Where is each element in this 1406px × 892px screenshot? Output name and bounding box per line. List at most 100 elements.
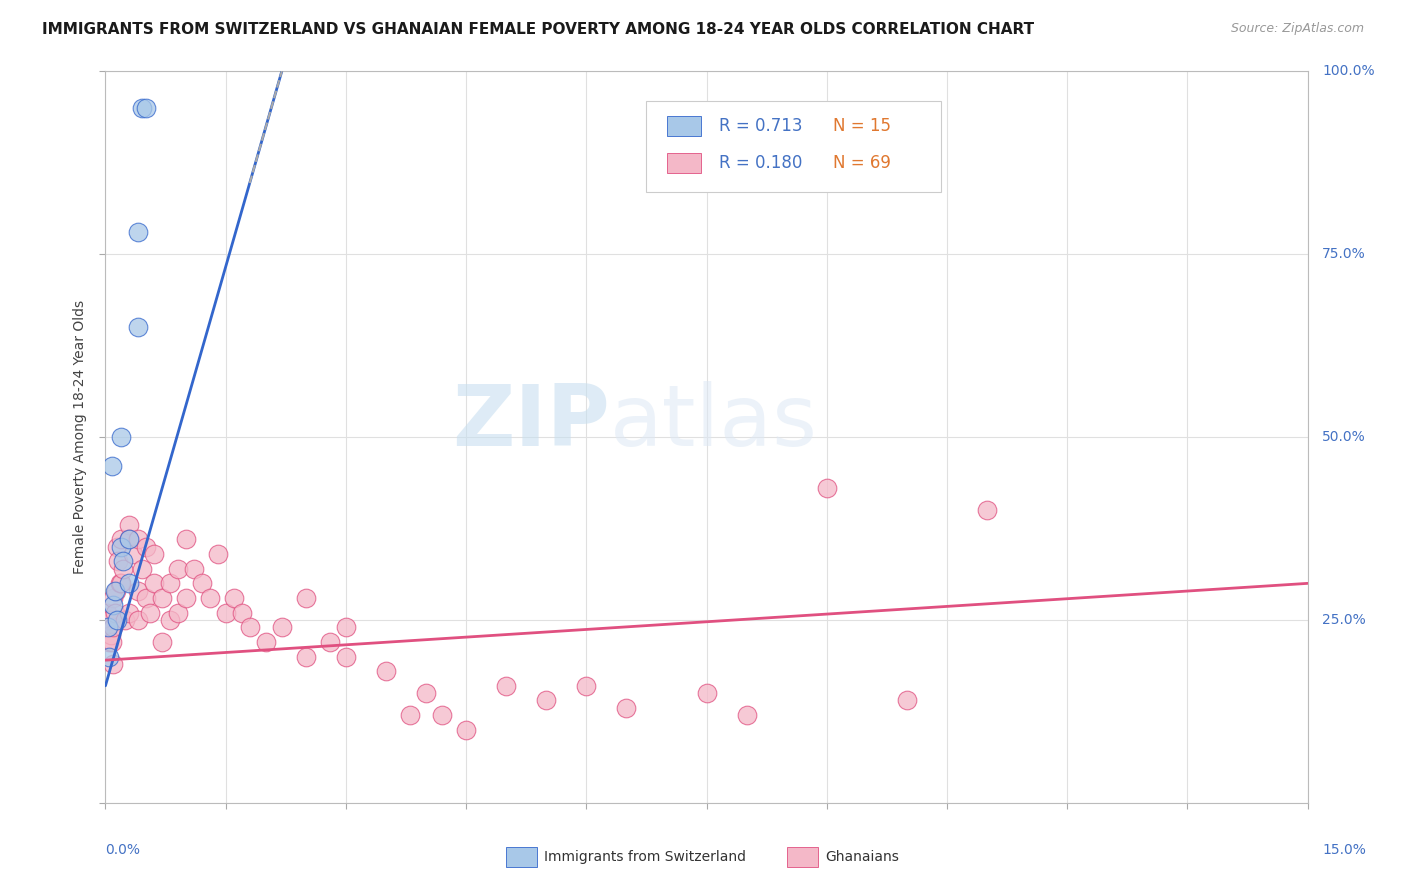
Point <box>815 481 838 495</box>
Point <box>270 620 292 634</box>
Point <box>183 562 205 576</box>
Point <box>98 649 121 664</box>
Text: Ghanaians: Ghanaians <box>825 850 900 864</box>
Point <box>374 664 398 678</box>
Text: 0.0%: 0.0% <box>105 843 141 857</box>
Point <box>118 533 141 547</box>
Point <box>190 576 212 591</box>
Point <box>142 576 165 591</box>
Point <box>118 517 141 532</box>
Point <box>110 576 132 591</box>
Text: 100.0%: 100.0% <box>1322 64 1375 78</box>
FancyBboxPatch shape <box>647 101 941 192</box>
Point <box>98 613 121 627</box>
Point <box>114 613 136 627</box>
Point <box>534 693 557 707</box>
Text: atlas: atlas <box>610 381 818 464</box>
Point <box>976 503 998 517</box>
Point <box>112 554 135 568</box>
Point <box>127 320 149 334</box>
Point <box>335 649 357 664</box>
Point <box>101 635 124 649</box>
Point <box>696 686 718 700</box>
Point <box>896 693 918 707</box>
Point <box>104 583 127 598</box>
Point <box>222 591 245 605</box>
Point <box>207 547 229 561</box>
Text: ZIP: ZIP <box>453 381 610 464</box>
Point <box>159 613 181 627</box>
Point <box>103 599 125 613</box>
Point <box>108 576 131 591</box>
Point <box>135 591 157 605</box>
Point <box>454 723 477 737</box>
Point <box>118 576 141 591</box>
Text: Immigrants from Switzerland: Immigrants from Switzerland <box>544 850 747 864</box>
Point <box>198 591 221 605</box>
Text: R = 0.713: R = 0.713 <box>718 117 801 136</box>
Text: 50.0%: 50.0% <box>1322 430 1365 444</box>
Point <box>214 606 236 620</box>
Point <box>254 635 277 649</box>
Point <box>97 620 120 634</box>
Point <box>131 562 153 576</box>
Point <box>104 583 127 598</box>
Point <box>97 620 120 634</box>
Point <box>122 547 145 561</box>
Point <box>110 533 132 547</box>
Point <box>135 101 157 115</box>
Point <box>575 679 598 693</box>
Text: 75.0%: 75.0% <box>1322 247 1365 261</box>
Point <box>118 533 141 547</box>
Text: Source: ZipAtlas.com: Source: ZipAtlas.com <box>1230 22 1364 36</box>
FancyBboxPatch shape <box>666 116 700 136</box>
Point <box>127 583 149 598</box>
Point <box>159 576 181 591</box>
Point <box>231 606 253 620</box>
Point <box>101 657 124 671</box>
Point <box>166 562 188 576</box>
Text: N = 15: N = 15 <box>832 117 891 136</box>
Point <box>112 562 135 576</box>
Point <box>415 686 437 700</box>
Point <box>399 708 422 723</box>
Point <box>174 533 197 547</box>
Point <box>107 554 129 568</box>
Point <box>98 635 121 649</box>
Point <box>110 430 132 444</box>
Text: 25.0%: 25.0% <box>1322 613 1365 627</box>
Y-axis label: Female Poverty Among 18-24 Year Olds: Female Poverty Among 18-24 Year Olds <box>73 300 87 574</box>
Point <box>150 635 173 649</box>
Point <box>150 591 173 605</box>
Point <box>239 620 262 634</box>
Point <box>100 627 122 641</box>
Point <box>335 620 357 634</box>
Point <box>127 613 149 627</box>
Point <box>616 700 638 714</box>
Point <box>166 606 188 620</box>
Point <box>104 606 127 620</box>
Point <box>295 591 318 605</box>
Point <box>495 679 517 693</box>
Point <box>103 591 125 605</box>
Point <box>142 547 165 561</box>
Point <box>110 540 132 554</box>
Point <box>127 533 149 547</box>
Point <box>135 540 157 554</box>
Text: IMMIGRANTS FROM SWITZERLAND VS GHANAIAN FEMALE POVERTY AMONG 18-24 YEAR OLDS COR: IMMIGRANTS FROM SWITZERLAND VS GHANAIAN … <box>42 22 1035 37</box>
Point <box>96 606 118 620</box>
Point <box>103 620 125 634</box>
Point <box>131 101 153 115</box>
Point <box>174 591 197 605</box>
Text: 15.0%: 15.0% <box>1322 843 1365 857</box>
Point <box>107 540 129 554</box>
Point <box>101 459 124 474</box>
Point <box>107 613 129 627</box>
Point <box>97 613 120 627</box>
Point <box>118 606 141 620</box>
Point <box>430 708 453 723</box>
FancyBboxPatch shape <box>666 153 700 173</box>
Point <box>138 606 160 620</box>
Point <box>127 225 149 239</box>
Point <box>735 708 758 723</box>
